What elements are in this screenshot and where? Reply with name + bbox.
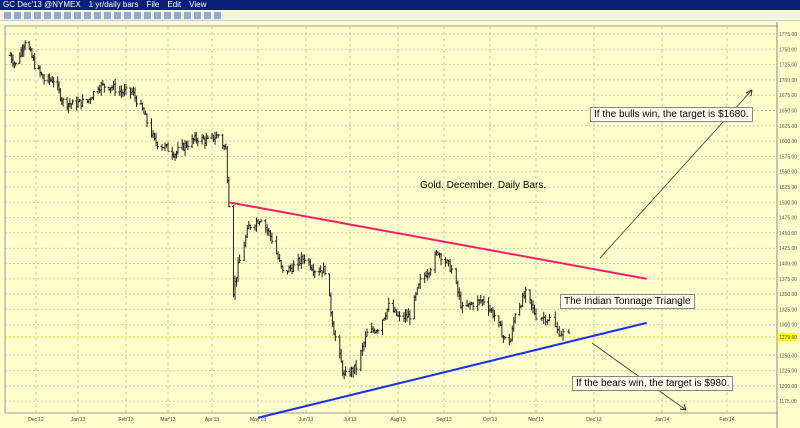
toolbar-tool-icon[interactable] [104, 11, 111, 19]
toolbar-tool-icon[interactable] [204, 11, 211, 19]
y-tick-label: 1375.00 [779, 277, 797, 283]
x-tick-label: Jul'13 [344, 417, 357, 423]
y-tick-label: 1279.60 [779, 335, 797, 341]
y-tick-label: 1675.00 [779, 93, 797, 99]
menu-view[interactable]: View [189, 0, 207, 9]
y-tick-label: 1450.00 [779, 231, 797, 237]
symbol-selector[interactable]: GC Dec'13 @NYMEX [3, 0, 81, 9]
x-tick-label: Feb'14 [719, 417, 734, 423]
toolbar-tool-icon[interactable] [174, 11, 181, 19]
x-tick-label: May'13 [250, 417, 266, 423]
y-tick-label: 1400.00 [779, 262, 797, 268]
x-tick-label: Jan'14 [655, 417, 670, 423]
y-tick-label: 1175.00 [779, 399, 797, 405]
y-tick-label: 1225.00 [779, 369, 797, 375]
y-tick-label: 1725.00 [779, 63, 797, 69]
x-tick-label: Jan'13 [71, 417, 86, 423]
y-tick-label: 1700.00 [779, 78, 797, 84]
toolbar-tool-icon[interactable] [114, 11, 121, 19]
period-selector[interactable]: 1 yr/daily bars [88, 0, 139, 9]
x-tick-label: Dec'12 [28, 417, 44, 423]
y-tick-label: 1325.00 [779, 307, 797, 313]
x-tick-label: Oct'13 [483, 417, 498, 423]
x-tick-label: Sep'13 [436, 417, 452, 423]
toolbar-tool-icon[interactable] [44, 11, 51, 19]
y-tick-label: 1650.00 [779, 109, 797, 115]
toolbar-tool-icon[interactable] [84, 11, 91, 19]
x-tick-label: Nov'13 [528, 417, 544, 423]
y-tick-label: 1525.00 [779, 185, 797, 191]
last-price-marker [778, 333, 796, 342]
bull-arrowhead [745, 89, 753, 97]
y-tick-label: 1775.00 [779, 32, 797, 38]
toolbar-tool-icon[interactable] [94, 11, 101, 19]
y-tick-label: 1250.00 [779, 353, 797, 359]
triangle-annotation: The Indian Tonnage Triangle [560, 294, 695, 309]
y-tick-label: 1350.00 [779, 292, 797, 298]
y-tick-label: 1550.00 [779, 170, 797, 176]
toolbar-tool-icon[interactable] [214, 11, 221, 19]
toolbar-tool-icon[interactable] [124, 11, 131, 19]
toolbar-tool-icon[interactable] [64, 11, 71, 19]
y-tick-label: 1200.00 [779, 384, 797, 390]
x-tick-label: Aug'13 [390, 417, 406, 423]
menu-edit[interactable]: Edit [167, 0, 182, 9]
y-tick-label: 1750.00 [779, 47, 797, 53]
toolbar [0, 10, 800, 21]
trendline-support [257, 321, 647, 419]
title-bar: GC Dec'13 @NYMEX 1 yr/daily bars File Ed… [0, 0, 800, 10]
toolbar-tool-icon[interactable] [4, 11, 11, 19]
toolbar-tool-icon[interactable] [184, 11, 191, 19]
toolbar-tool-icon[interactable] [194, 11, 201, 19]
y-tick-label: 1600.00 [779, 139, 797, 145]
y-tick-label: 1575.00 [779, 154, 797, 160]
toolbar-tool-icon[interactable] [134, 11, 141, 19]
toolbar-tool-icon[interactable] [144, 11, 151, 19]
toolbar-tool-icon[interactable] [154, 11, 161, 19]
y-tick-label: 1500.00 [779, 200, 797, 206]
x-tick-label: Jun'13 [299, 417, 314, 423]
x-tick-label: Dec'13 [586, 417, 602, 423]
y-tick-label: 1300.00 [779, 323, 797, 329]
menu-file[interactable]: File [146, 0, 160, 9]
x-tick-label: Mar'13 [160, 417, 175, 423]
y-tick-label: 1625.00 [779, 124, 797, 130]
bears-annotation: If the bears win, the target is $980. [572, 376, 734, 391]
toolbar-tool-icon[interactable] [54, 11, 61, 19]
toolbar-tool-icon[interactable] [164, 11, 171, 19]
x-tick-label: Apr'13 [205, 417, 220, 423]
y-tick-label: 1475.00 [779, 216, 797, 222]
x-tick-label: Feb'13 [118, 417, 133, 423]
price-chart: 1775.00 1750.00 1725.00 1700.00 1675.00 1650.… [4, 22, 797, 428]
y-tick-label: 1425.00 [779, 246, 797, 252]
toolbar-tool-icon[interactable] [74, 11, 81, 19]
toolbar-tool-icon[interactable] [34, 11, 41, 19]
toolbar-tool-icon[interactable] [24, 11, 31, 19]
bear-arrowhead [679, 403, 687, 411]
trendline-resistance [228, 201, 647, 280]
bulls-annotation: If the bulls win, the target is $1680. [590, 107, 753, 122]
toolbar-tool-icon[interactable] [14, 11, 21, 19]
chart-title: Gold. December. Daily Bars. [420, 180, 547, 191]
